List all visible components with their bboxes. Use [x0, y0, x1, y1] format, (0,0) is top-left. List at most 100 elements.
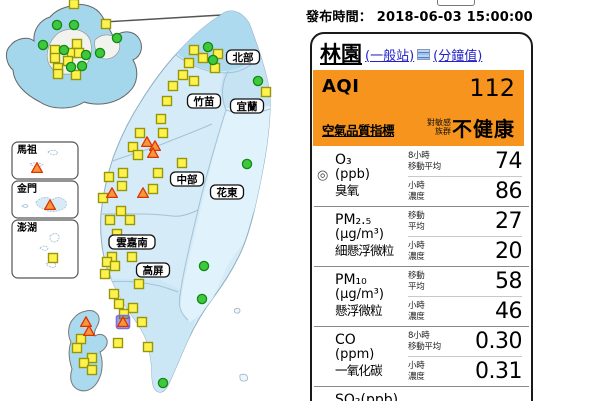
- station-marker-good[interactable]: [241, 158, 253, 170]
- station-marker-good[interactable]: [111, 32, 123, 44]
- aqi-index-link[interactable]: 空氣品質指標: [322, 123, 395, 138]
- station-marker-good[interactable]: [198, 260, 210, 272]
- station-marker-moderate[interactable]: [134, 127, 146, 139]
- station-marker-moderate[interactable]: [49, 52, 61, 64]
- kinmen-inset: 金門: [11, 180, 79, 219]
- station-marker-moderate[interactable]: [124, 214, 136, 226]
- station-marker-good[interactable]: [37, 39, 49, 51]
- metric-row: 小時 濃度 46: [408, 296, 523, 326]
- metric-value: 27: [495, 208, 523, 234]
- publish-time-value: 2018-06-03 15:00:00: [376, 10, 533, 25]
- station-marker-moderate[interactable]: [109, 260, 121, 272]
- region-label-高屏: 高屏: [135, 262, 171, 278]
- aqi-status-text: 不健康: [452, 117, 515, 141]
- station-marker-moderate[interactable]: [97, 192, 109, 204]
- station-marker-usg[interactable]: [136, 187, 150, 199]
- station-marker-moderate[interactable]: [47, 252, 59, 264]
- station-marker-usg[interactable]: [146, 147, 160, 159]
- offshore-inset-boxes: 馬祖 金門 澎湖: [11, 141, 79, 279]
- station-marker-moderate[interactable]: [188, 75, 200, 87]
- pollutant-formula: CO: [335, 332, 356, 348]
- station-marker-moderate[interactable]: [116, 180, 128, 192]
- station-marker-good[interactable]: [58, 44, 70, 56]
- station-marker-good[interactable]: [207, 54, 219, 66]
- station-marker-moderate[interactable]: [260, 86, 272, 98]
- station-marker-usg[interactable]: [105, 187, 119, 199]
- pollutant-row: PM₁₀ (μg/m³) 懸浮微粒 移動 平均 58 小時 濃度 46: [314, 266, 529, 326]
- station-marker-moderate[interactable]: [113, 298, 125, 310]
- station-marker-moderate[interactable]: [197, 52, 209, 64]
- station-marker-moderate[interactable]: [176, 157, 188, 169]
- kinmen-label: 金門: [16, 182, 37, 195]
- metric-value: 0.30: [475, 328, 522, 354]
- station-marker-moderate[interactable]: [71, 38, 83, 50]
- station-marker-good[interactable]: [94, 47, 106, 59]
- station-marker-usg[interactable]: [79, 316, 93, 328]
- station-marker-moderate[interactable]: [100, 18, 112, 30]
- pollutant-name-cell: PM₁₀ (μg/m³) 懸浮微粒: [314, 267, 408, 326]
- selected-station-marker[interactable]: [116, 316, 130, 328]
- station-marker-moderate[interactable]: [127, 302, 139, 314]
- station-marker-moderate[interactable]: [70, 69, 82, 81]
- station-marker-moderate[interactable]: [155, 113, 167, 125]
- station-marker-moderate[interactable]: [52, 68, 64, 80]
- station-marker-moderate[interactable]: [112, 337, 124, 349]
- station-marker-moderate[interactable]: [136, 316, 148, 328]
- station-marker-moderate[interactable]: [71, 342, 83, 354]
- station-marker-usg[interactable]: [140, 136, 154, 148]
- station-marker-good[interactable]: [65, 61, 77, 73]
- station-marker-moderate[interactable]: [147, 183, 159, 195]
- station-marker-moderate[interactable]: [115, 205, 127, 217]
- station-marker-moderate[interactable]: [152, 167, 164, 179]
- station-marker-moderate[interactable]: [117, 167, 129, 179]
- station-marker-moderate[interactable]: [133, 278, 145, 290]
- station-marker-moderate[interactable]: [78, 357, 90, 369]
- station-marker-moderate[interactable]: [68, 0, 80, 10]
- station-marker-usg[interactable]: [43, 199, 57, 211]
- station-marker-moderate[interactable]: [167, 80, 179, 92]
- station-marker-moderate[interactable]: [99, 268, 111, 280]
- station-type-link[interactable]: (一般站): [365, 48, 415, 64]
- station-marker-moderate[interactable]: [104, 214, 116, 226]
- station-marker-good[interactable]: [76, 60, 88, 72]
- primary-pollutant-icon: ◎: [317, 168, 329, 183]
- station-marker-usg[interactable]: [30, 162, 44, 174]
- pollutant-formula: PM₁₀: [335, 272, 367, 288]
- station-name-link[interactable]: 林園: [320, 41, 362, 66]
- station-marker-good[interactable]: [202, 41, 214, 53]
- metric-value: 46: [495, 298, 523, 324]
- station-marker-good[interactable]: [68, 19, 80, 31]
- region-label-北部: 北部: [225, 49, 261, 65]
- metric-label: 移動 平均: [408, 270, 425, 292]
- station-marker-good[interactable]: [196, 293, 208, 305]
- station-marker-good[interactable]: [51, 19, 63, 31]
- minute-values-link[interactable]: (分鐘值): [433, 48, 483, 64]
- mini-chart-icon[interactable]: [417, 48, 431, 60]
- station-marker-good[interactable]: [157, 377, 169, 389]
- metric-row: 移動 平均 58: [408, 267, 523, 296]
- station-marker-moderate[interactable]: [183, 57, 195, 69]
- station-detail-panel: 林園 (一般站) (分鐘值) AQI 112 空氣品質指標 對敏感 族群 不健康: [310, 32, 533, 401]
- station-marker-moderate[interactable]: [142, 341, 154, 353]
- station-marker-moderate[interactable]: [177, 69, 189, 81]
- station-marker-moderate[interactable]: [103, 171, 115, 183]
- station-marker-moderate[interactable]: [108, 288, 120, 300]
- station-marker-moderate[interactable]: [132, 149, 144, 161]
- station-marker-moderate[interactable]: [86, 364, 98, 376]
- svg-text:中部: 中部: [177, 173, 198, 186]
- station-marker-moderate[interactable]: [161, 95, 173, 107]
- metric-label: 8小時 移動平均: [408, 150, 441, 172]
- station-marker-usg[interactable]: [82, 325, 96, 337]
- station-marker-moderate[interactable]: [157, 127, 169, 139]
- station-marker-good[interactable]: [80, 49, 92, 61]
- station-marker-moderate[interactable]: [188, 44, 200, 56]
- pollutant-table: ◎ O₃ (ppb) 臭氧 8小時 移動平均 74 小時 濃度 86 PM₂.₅: [314, 147, 529, 401]
- station-marker-good[interactable]: [252, 75, 264, 87]
- station-marker-moderate[interactable]: [126, 251, 138, 263]
- pollutant-formula: SO₂(ppb): [335, 392, 399, 401]
